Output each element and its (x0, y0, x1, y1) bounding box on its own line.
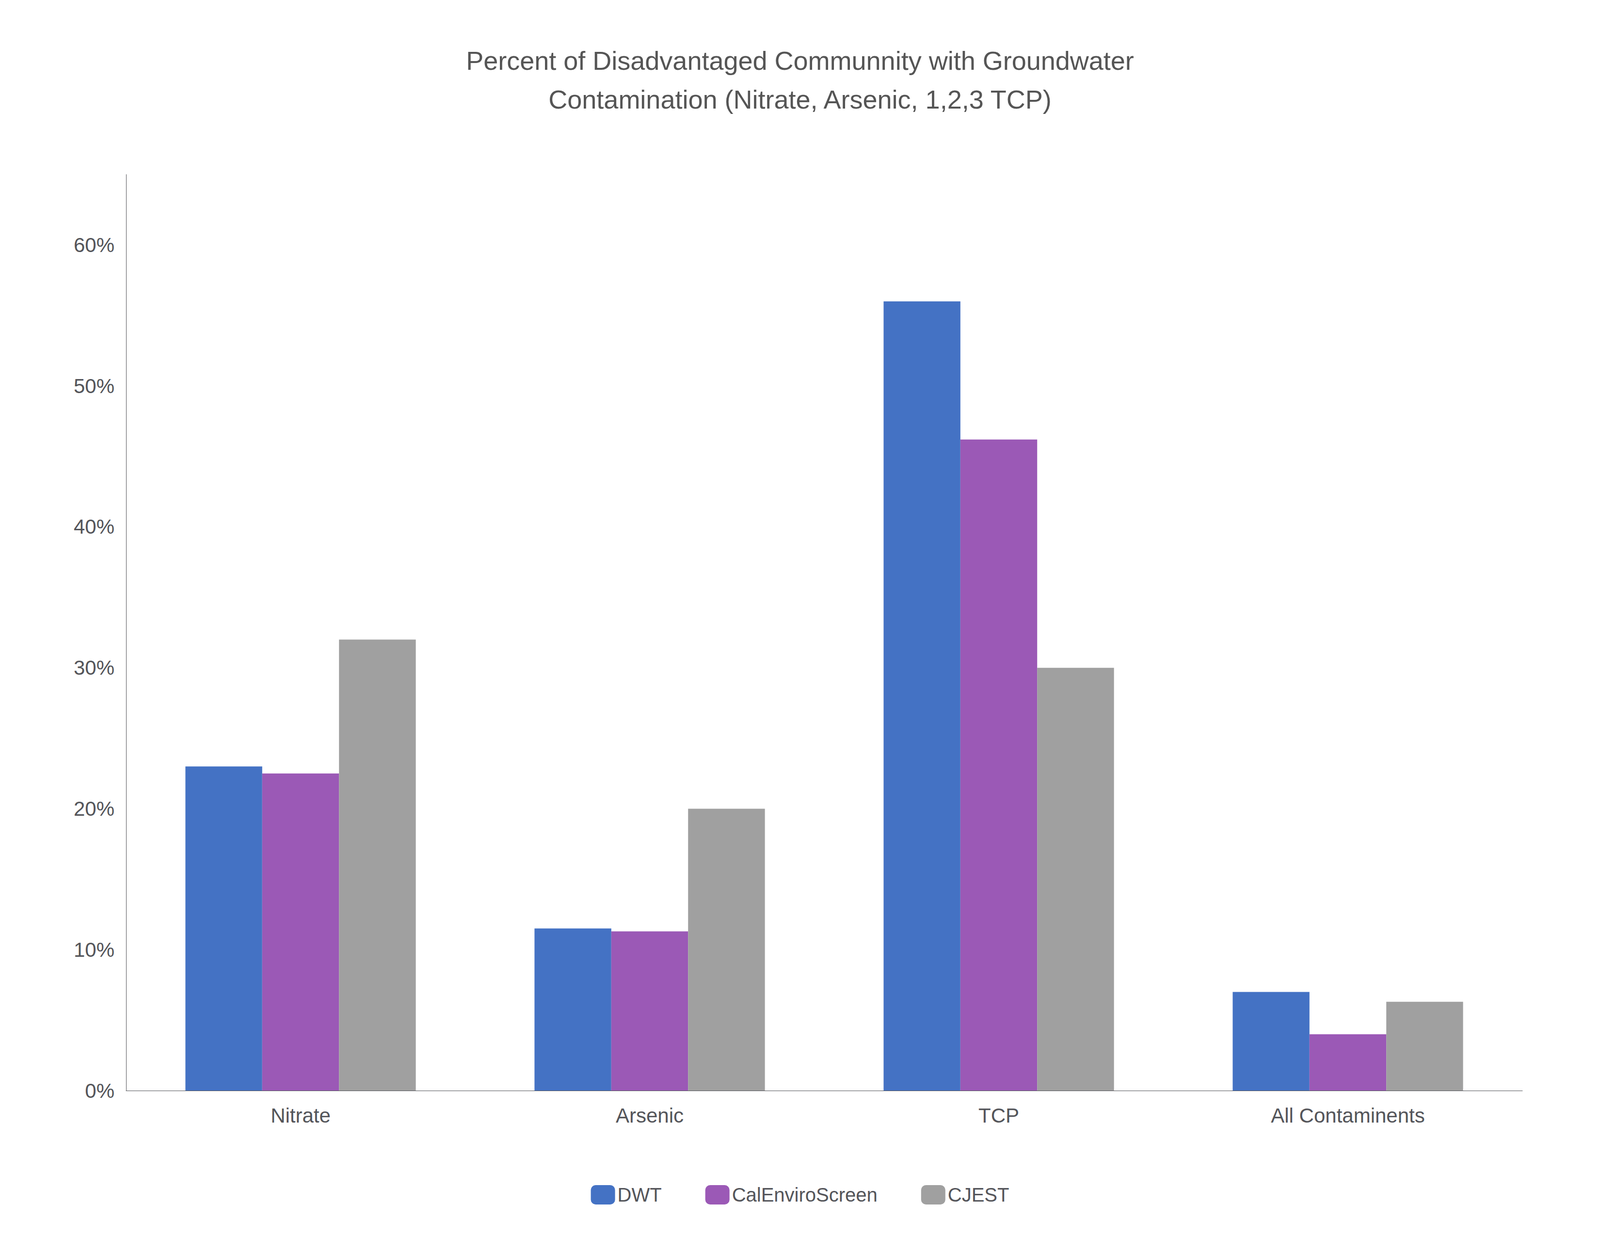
svg-text:Arsenic: Arsenic (615, 1104, 684, 1128)
svg-text:TCP: TCP (978, 1104, 1020, 1128)
svg-text:CalEnviroScreen: CalEnviroScreen (732, 1184, 878, 1206)
svg-text:0%: 0% (84, 1079, 115, 1103)
svg-text:50%: 50% (73, 374, 115, 398)
svg-text:All Contaminents: All Contaminents (1270, 1104, 1425, 1128)
svg-text:20%: 20% (73, 797, 115, 821)
svg-text:Contamination (Nitrate, Arseni: Contamination (Nitrate, Arsenic, 1,2,3 T… (548, 84, 1052, 114)
svg-text:Percent of Disadvantaged Commu: Percent of Disadvantaged Communnity with… (465, 46, 1135, 76)
svg-text:40%: 40% (73, 515, 115, 539)
svg-text:Nitrate: Nitrate (270, 1104, 331, 1128)
svg-text:60%: 60% (73, 233, 115, 257)
svg-text:30%: 30% (73, 656, 115, 680)
svg-text:CJEST: CJEST (947, 1184, 1010, 1206)
svg-text:10%: 10% (73, 938, 115, 962)
svg-text:DWT: DWT (617, 1184, 662, 1206)
